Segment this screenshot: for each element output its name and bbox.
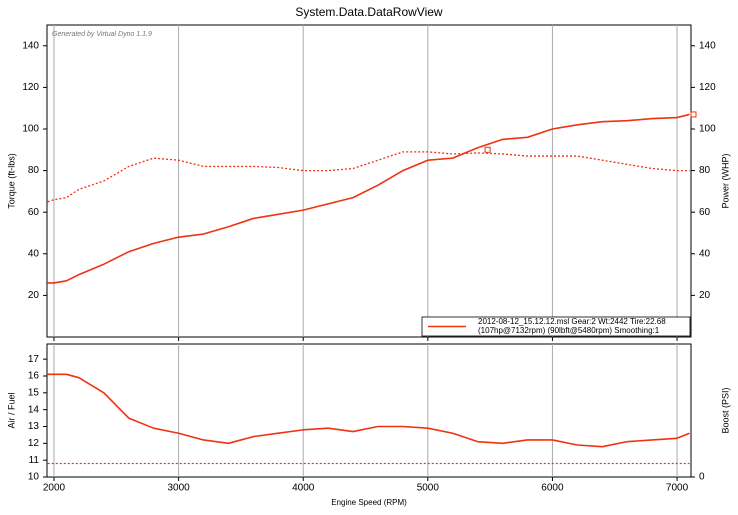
x-tick-label: 4000 [292,483,315,494]
y-tick-label: 14 [28,404,40,415]
data-line [47,373,690,448]
y-tick-label: 60 [28,207,40,218]
y-tick-label: 13 [28,421,40,432]
legend-text: (107hp@7132rpm) (90lbft@5480rpm) Smoothi… [478,326,660,335]
y-axis-label: Air / Fuel [6,392,16,428]
plot-area [46,343,692,478]
data-line [47,113,690,284]
y-tick-label: 17 [28,354,40,365]
chart-title: System.Data.DataRowView [295,5,443,19]
data-line [47,151,690,203]
y-tick-label: 15 [28,387,40,398]
y2-axis-label: Power (WHP) [720,153,730,208]
y2-tick-label: 80 [699,165,711,176]
y-tick-label: 100 [22,124,39,135]
y2-tick-label: 20 [699,290,711,301]
x-tick-label: 2000 [43,483,66,494]
y2-tick-label: 40 [699,248,711,259]
y-tick-label: 40 [28,248,40,259]
y2-tick-label: 60 [699,207,711,218]
y-tick-label: 16 [28,371,40,382]
plot-area [46,24,692,338]
x-tick-label: 5000 [417,483,440,494]
y-axis-label: Torque (ft-lbs) [6,153,16,209]
peak-marker [484,146,491,153]
y2-tick-label: 0 [699,472,705,483]
y2-axis-label: Boost (PSI) [720,387,730,433]
y-tick-label: 10 [28,472,40,483]
y-tick-label: 80 [28,165,40,176]
legend-text: 2012-08-12_15.12.12.msl Gear:2 Wt:2442 T… [478,317,666,326]
legend-box [421,316,691,337]
peak-marker [690,111,697,118]
x-tick-label: 7000 [666,483,689,494]
y-tick-label: 12 [28,438,40,449]
y-tick-label: 11 [29,455,40,466]
y2-tick-label: 120 [699,82,716,93]
annotation: Generated by Virtual Dyno 1.1.9 [52,31,152,38]
x-tick-label: 6000 [541,483,564,494]
y2-tick-label: 100 [699,124,716,135]
x-tick-label: 3000 [167,483,190,494]
y-tick-label: 20 [28,290,40,301]
y-tick-label: 120 [22,82,39,93]
y2-tick-label: 140 [699,40,716,51]
x-axis-label: Engine Speed (RPM) [331,498,407,507]
y-tick-label: 140 [22,40,39,51]
